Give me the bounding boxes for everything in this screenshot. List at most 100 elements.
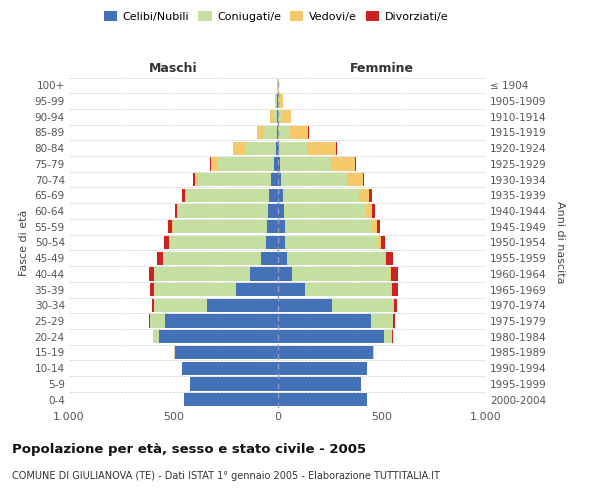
Bar	[373, 220, 377, 234]
Bar	[277, 393, 367, 406]
Bar	[186, 188, 269, 202]
Bar	[276, 94, 277, 108]
Bar	[384, 330, 392, 344]
Bar	[392, 283, 398, 296]
Bar	[211, 158, 218, 170]
Bar	[277, 188, 283, 202]
Bar	[170, 236, 266, 249]
Bar	[278, 78, 279, 92]
Bar	[266, 236, 277, 249]
Bar	[163, 252, 261, 265]
Bar	[278, 110, 281, 124]
Bar	[178, 204, 268, 218]
Bar	[393, 314, 395, 328]
Bar	[277, 158, 280, 170]
Bar	[194, 173, 198, 186]
Bar	[369, 188, 372, 202]
Bar	[292, 267, 390, 280]
Bar	[267, 220, 277, 234]
Y-axis label: Anni di nascita: Anni di nascita	[555, 201, 565, 284]
Bar	[152, 298, 154, 312]
Bar	[371, 314, 393, 328]
Bar	[175, 346, 277, 359]
Bar	[285, 236, 377, 249]
Bar	[385, 252, 386, 265]
Bar	[277, 204, 284, 218]
Bar	[279, 94, 283, 108]
Bar	[277, 252, 287, 265]
Bar	[154, 267, 250, 280]
Bar	[257, 126, 264, 139]
Bar	[210, 158, 211, 170]
Bar	[165, 314, 277, 328]
Bar	[172, 220, 173, 234]
Bar	[175, 204, 178, 218]
Bar	[277, 236, 285, 249]
Bar	[184, 393, 277, 406]
Bar	[285, 220, 373, 234]
Bar	[182, 362, 277, 375]
Bar	[245, 142, 276, 155]
Bar	[198, 173, 271, 186]
Bar	[185, 188, 186, 202]
Bar	[278, 126, 290, 139]
Bar	[261, 252, 277, 265]
Bar	[164, 236, 169, 249]
Bar	[372, 204, 375, 218]
Bar	[276, 142, 277, 155]
Bar	[169, 236, 170, 249]
Bar	[264, 126, 277, 139]
Bar	[281, 110, 291, 124]
Bar	[270, 110, 273, 124]
Bar	[154, 298, 206, 312]
Bar	[173, 220, 267, 234]
Bar	[277, 173, 281, 186]
Bar	[307, 142, 336, 155]
Bar	[274, 158, 277, 170]
Bar	[277, 267, 292, 280]
Bar	[268, 204, 277, 218]
Bar	[390, 267, 391, 280]
Bar	[332, 298, 393, 312]
Bar	[182, 188, 185, 202]
Text: Popolazione per età, sesso e stato civile - 2005: Popolazione per età, sesso e stato civil…	[12, 442, 366, 456]
Bar	[391, 267, 398, 280]
Bar	[169, 220, 172, 234]
Bar	[331, 158, 355, 170]
Bar	[149, 267, 154, 280]
Bar	[271, 173, 277, 186]
Legend: Celibi/Nubili, Coniugati/e, Vedovi/e, Divorziati/e: Celibi/Nubili, Coniugati/e, Vedovi/e, Di…	[100, 8, 452, 25]
Bar	[275, 94, 276, 108]
Text: Maschi: Maschi	[149, 62, 197, 75]
Bar	[154, 330, 158, 344]
Bar	[386, 252, 392, 265]
Bar	[280, 158, 331, 170]
Text: COMUNE DI GIULIANOVA (TE) - Dati ISTAT 1° gennaio 2005 - Elaborazione TUTTITALIA: COMUNE DI GIULIANOVA (TE) - Dati ISTAT 1…	[12, 471, 440, 481]
Bar	[287, 252, 385, 265]
Bar	[190, 377, 277, 390]
Y-axis label: Fasce di età: Fasce di età	[19, 210, 29, 276]
Bar	[366, 204, 372, 218]
Bar	[284, 204, 366, 218]
Bar	[362, 173, 364, 186]
Bar	[250, 267, 277, 280]
Bar	[157, 252, 163, 265]
Bar	[193, 173, 194, 186]
Bar	[394, 298, 397, 312]
Bar	[149, 314, 151, 328]
Bar	[206, 298, 277, 312]
Bar	[359, 188, 369, 202]
Bar	[158, 330, 277, 344]
Bar	[236, 283, 277, 296]
Bar	[151, 314, 165, 328]
Bar	[373, 346, 374, 359]
Bar	[269, 188, 277, 202]
Bar	[277, 126, 278, 139]
Bar	[277, 298, 332, 312]
Bar	[347, 173, 362, 186]
Bar	[277, 220, 285, 234]
Bar	[377, 236, 381, 249]
Bar	[273, 110, 277, 124]
Bar	[290, 126, 308, 139]
Bar	[381, 236, 385, 249]
